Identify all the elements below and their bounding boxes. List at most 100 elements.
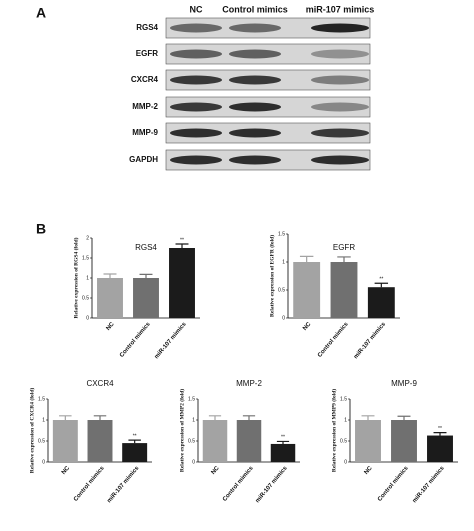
column-label: Control mimics — [222, 4, 288, 14]
error-bar — [242, 415, 256, 420]
bar — [293, 262, 321, 318]
y-tick-label: 0 — [42, 459, 45, 465]
error-bar — [299, 255, 314, 262]
y-tick-label: 0.5 — [340, 438, 347, 444]
bar — [52, 420, 78, 462]
band — [311, 23, 369, 33]
error-bar — [397, 415, 411, 420]
y-tick-label: 1.5 — [278, 231, 285, 237]
y-tick-label: 1 — [86, 275, 89, 281]
row-label: MMP-2 — [132, 102, 158, 111]
bar — [122, 443, 148, 462]
panel-label: B — [36, 221, 46, 237]
band — [229, 102, 281, 112]
y-tick-label: 0.5 — [38, 438, 45, 444]
error-bar — [59, 415, 72, 420]
significance: ** — [379, 277, 383, 283]
column-label: miR-107 mimics — [306, 4, 375, 14]
y-tick-label: 0 — [86, 315, 89, 321]
x-tick-label: miR-107 mimics — [412, 465, 446, 504]
band — [229, 155, 281, 165]
y-tick-label: 0.5 — [278, 287, 285, 293]
y-axis-label: Relative expression of MMP2 (fold) — [178, 389, 185, 472]
western-blot: NC Control mimics miR-107 mimics RGS4 EGFR CX… — [129, 4, 375, 171]
bar — [133, 278, 159, 318]
row-label: GAPDH — [129, 155, 158, 164]
panel-label: A — [36, 5, 46, 21]
y-tick-label: 1.5 — [188, 396, 195, 402]
band — [170, 49, 222, 59]
chart-title: MMP-9 — [391, 379, 417, 388]
error-bar — [208, 415, 222, 420]
row-label: RGS4 — [136, 23, 158, 32]
bar — [87, 420, 113, 462]
band — [311, 155, 369, 165]
band — [170, 23, 222, 33]
row-label: MMP-9 — [132, 128, 158, 137]
error-bar — [276, 440, 290, 444]
band — [170, 102, 222, 112]
chart-title: RGS4 — [135, 243, 157, 252]
y-tick-label: 1 — [282, 259, 285, 265]
y-tick-label: 1 — [344, 417, 347, 423]
y-tick-label: 1 — [42, 417, 45, 423]
significance: ** — [438, 426, 442, 432]
error-bar — [175, 243, 189, 248]
band — [311, 75, 369, 85]
error-bar — [361, 415, 375, 420]
x-tick-label: miR-107 mimics — [154, 321, 188, 360]
y-axis-label: Relative expression of CXCR4 (fold) — [28, 388, 35, 474]
band — [170, 128, 222, 138]
y-tick-label: 1.5 — [38, 396, 45, 402]
band — [229, 75, 281, 85]
bar — [169, 248, 195, 318]
significance: ** — [180, 237, 184, 243]
x-tick-label: Control mimics — [317, 321, 350, 359]
bar — [427, 435, 453, 462]
bar — [236, 420, 262, 462]
error-bar — [139, 273, 153, 278]
y-axis-label: Relative expression of RGS4 (fold) — [72, 237, 79, 318]
x-tick-label: NC — [364, 465, 375, 476]
error-bar — [128, 439, 141, 444]
row-label: CXCR4 — [131, 75, 159, 84]
chart-title: CXCR4 — [86, 379, 114, 388]
band — [170, 75, 222, 85]
x-tick-label: miR-107 mimics — [353, 321, 387, 360]
x-tick-label: NC — [106, 321, 117, 332]
bar-charts: RGS4 Relative expression of RGS4 (fold) 0 0… — [28, 231, 458, 504]
y-tick-label: 0.5 — [188, 438, 195, 444]
band — [311, 128, 369, 138]
x-tick-label: miR-107 mimics — [106, 465, 140, 504]
x-tick-label: Control mimics — [377, 465, 410, 503]
y-tick-label: 0 — [282, 315, 285, 321]
significance: ** — [133, 433, 137, 439]
y-axis-label: Relative expression of MMP9 (fold) — [330, 389, 337, 472]
error-bar — [93, 415, 107, 420]
error-bar — [374, 282, 389, 288]
error-bar — [433, 432, 447, 436]
bar — [270, 443, 296, 462]
x-tick-label: miR-107 mimics — [255, 465, 289, 504]
y-axis-label: Relative expression of EGFR (fold) — [268, 235, 275, 317]
x-tick-label: NC — [302, 321, 313, 332]
band — [229, 23, 281, 33]
y-tick-label: 1.5 — [340, 396, 347, 402]
y-tick-label: 0 — [344, 459, 347, 465]
bar — [202, 420, 228, 462]
x-tick-label: NC — [211, 465, 222, 476]
significance: ** — [281, 435, 285, 441]
y-tick-label: 1.5 — [82, 255, 89, 261]
chart-title: MMP-2 — [236, 379, 262, 388]
bar — [391, 420, 417, 462]
error-bar — [337, 256, 351, 262]
bar — [330, 262, 358, 318]
bar — [97, 278, 123, 318]
band — [311, 49, 369, 59]
x-tick-label: Control mimics — [222, 465, 255, 503]
x-tick-label: NC — [61, 465, 72, 476]
row-label: EGFR — [136, 49, 158, 58]
y-tick-label: 0.5 — [82, 295, 89, 301]
band — [170, 155, 222, 165]
